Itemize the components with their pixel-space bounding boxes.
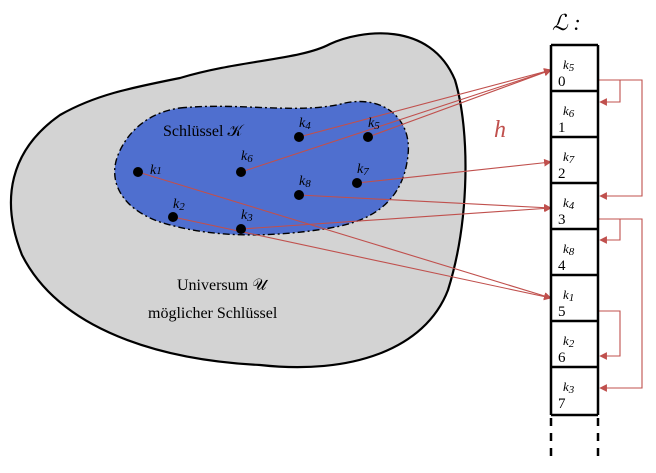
slot-5: 5k1: [558, 287, 574, 320]
svg-text:0: 0: [558, 74, 566, 90]
chain-5-6: [598, 310, 621, 360]
key-k3: k3: [236, 208, 253, 234]
arrow-k5-slot0: [367, 68, 552, 138]
svg-text:k5: k5: [563, 57, 575, 74]
svg-text:k6: k6: [241, 149, 253, 165]
svg-text:k5: k5: [368, 116, 380, 132]
svg-text:k4: k4: [299, 116, 311, 132]
slot-6: 6k2: [558, 333, 575, 366]
slot-2: 2k7: [558, 149, 575, 182]
key-k4: k4: [294, 116, 311, 142]
key-k7: k7: [352, 162, 369, 188]
svg-text:5: 5: [558, 304, 566, 320]
hash-function-label: h: [494, 117, 506, 143]
key-k2: k2: [168, 197, 185, 222]
key-k1: k1: [133, 163, 162, 178]
svg-text:3: 3: [558, 212, 566, 228]
svg-text:k1: k1: [150, 163, 162, 178]
slot-3: 3k4: [558, 195, 575, 228]
slot-4: 4k8: [558, 241, 575, 274]
key-k8: k8: [294, 174, 311, 200]
chain-3-7: [598, 218, 643, 392]
svg-text:k1: k1: [563, 287, 574, 304]
svg-text:k7: k7: [357, 162, 369, 178]
svg-text:k8: k8: [563, 241, 575, 258]
universe-label-line1: Universum 𝒰: [177, 277, 269, 294]
key-k5: k5: [363, 116, 380, 142]
svg-text:6: 6: [558, 350, 566, 366]
svg-text:k3: k3: [563, 379, 575, 396]
arrow-k8-slot3: [298, 194, 552, 212]
arrow-k1-slot5: [137, 171, 552, 300]
svg-text:k3: k3: [241, 208, 253, 224]
chain-3-4: [598, 218, 621, 244]
list-label: ℒ :: [552, 10, 581, 35]
slot-1: 1k6: [558, 103, 575, 136]
chain-arrows: [598, 79, 643, 392]
key-set-region: [113, 100, 410, 236]
arrow-k6-slot0: [240, 68, 552, 173]
slot-0: 0k5: [558, 57, 575, 90]
slot-7: 7k3: [558, 379, 575, 412]
arrow-k3-slot3: [240, 204, 552, 230]
svg-text:7: 7: [558, 396, 566, 412]
hash-arrows: [137, 68, 552, 301]
svg-text:k2: k2: [173, 197, 185, 213]
chain-0-1: [598, 79, 621, 106]
arrow-k2-slot5: [172, 216, 552, 301]
svg-text:2: 2: [558, 166, 566, 182]
svg-text:1: 1: [558, 120, 566, 136]
svg-text:k6: k6: [563, 103, 575, 120]
key-set-label: Schlüssel 𝒦: [163, 123, 244, 140]
arrow-k7-slot2: [356, 158, 552, 184]
svg-text:k8: k8: [299, 174, 311, 190]
svg-text:4: 4: [558, 258, 566, 274]
svg-text:k2: k2: [563, 333, 575, 350]
svg-text:k4: k4: [563, 195, 575, 212]
chain-0-3: [598, 79, 643, 200]
hash-table: [549, 43, 600, 462]
universe-label-line2: möglicher Schlüssel: [148, 305, 278, 322]
arrow-k4-slot0: [298, 68, 552, 138]
svg-text:k7: k7: [563, 149, 575, 166]
key-k6: k6: [236, 149, 253, 177]
key-points: k1 k2 k3 k4 k5 k6 k7 k8: [133, 116, 380, 234]
